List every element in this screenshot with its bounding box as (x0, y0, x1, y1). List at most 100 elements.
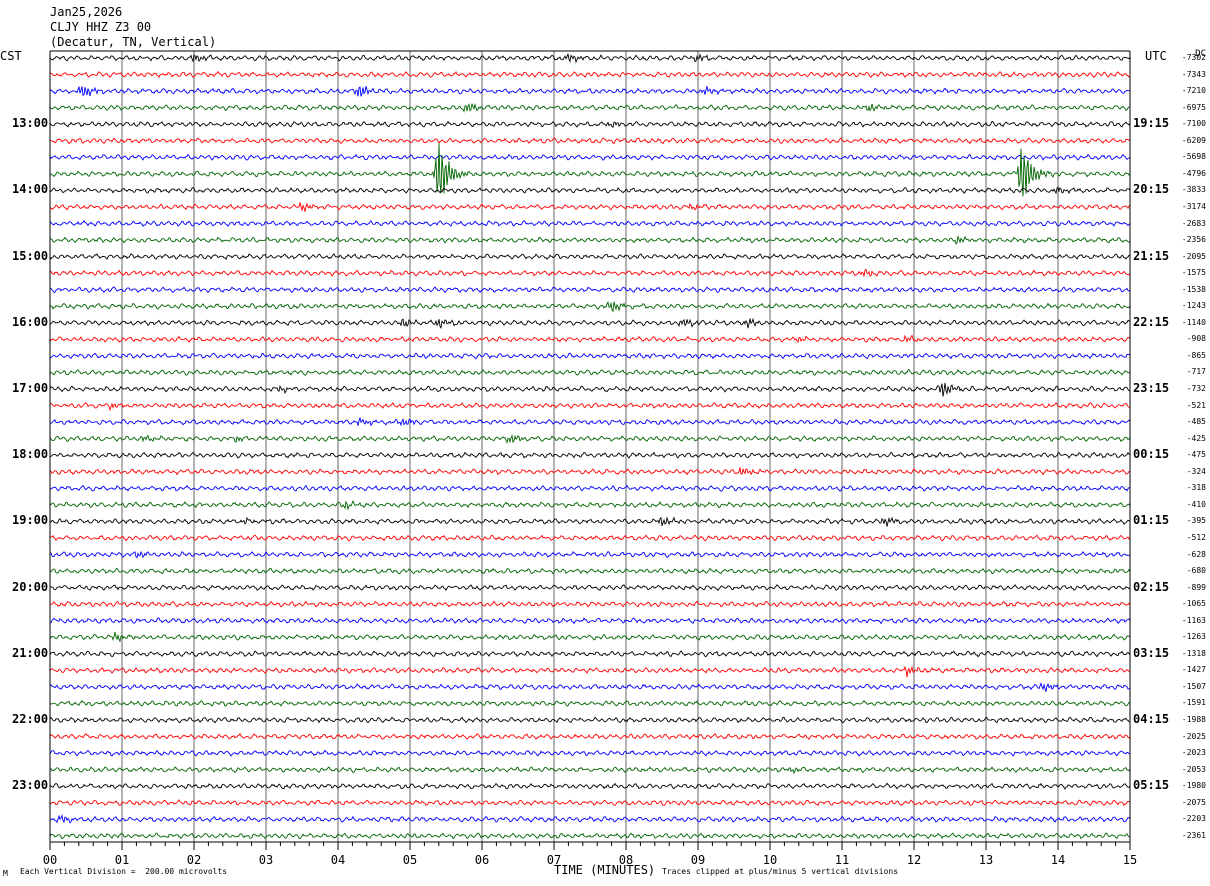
dc-offset-label: -7100 (1181, 119, 1206, 129)
dc-offset-label: -2356 (1181, 235, 1206, 245)
seismic-trace (49, 650, 1131, 658)
dc-offset-label: -2053 (1181, 764, 1206, 774)
dc-offset-label: -1163 (1181, 615, 1206, 625)
clip-note: Traces clipped at plus/minus 5 vertical … (662, 867, 899, 876)
dc-offset-label: -1140 (1181, 317, 1206, 327)
seismic-trace (49, 286, 1131, 294)
seismic-trace (49, 368, 1131, 376)
seismic-trace (49, 516, 1131, 527)
seismic-trace (49, 219, 1131, 227)
seismic-trace (49, 417, 1131, 427)
right-timezone-label: UTC (1145, 49, 1167, 63)
x-tick-label: 04 (330, 853, 346, 867)
seismic-trace (49, 499, 1131, 511)
right-hour-label: 05:15 (1133, 778, 1170, 793)
left-hour-label: 21:00 (12, 645, 49, 660)
dc-offset-label: -680 (1186, 566, 1206, 576)
seismic-trace (49, 617, 1131, 625)
left-hour-label: 23:00 (12, 778, 49, 793)
dc-offset-label: -395 (1186, 516, 1206, 526)
dc-offset-label: -865 (1186, 350, 1206, 360)
date-label: Jan25,2026 (50, 5, 123, 19)
seismic-trace (49, 235, 1131, 245)
dc-offset-label: -628 (1186, 549, 1206, 559)
right-hour-label: 19:15 (1133, 116, 1170, 131)
dc-offset-label: -410 (1186, 499, 1206, 509)
seismic-trace (49, 681, 1131, 692)
seismic-trace (49, 584, 1131, 592)
dc-offset-label: -1988 (1181, 715, 1206, 724)
dc-offset-label: -1263 (1181, 632, 1206, 642)
x-tick-label: 12 (906, 853, 922, 867)
corner-mark: M (3, 869, 8, 878)
seismic-trace (49, 352, 1131, 360)
dc-offset-label: -3833 (1181, 185, 1206, 195)
dc-offset-label: -6975 (1181, 102, 1206, 112)
dc-offset-label: -717 (1186, 367, 1206, 377)
x-tick-label: 14 (1050, 853, 1066, 867)
dc-offset-label: -7343 (1181, 69, 1206, 79)
dc-offset-label: -908 (1186, 334, 1206, 344)
dc-offset-label: -2683 (1181, 218, 1206, 228)
seismic-trace (49, 102, 1131, 113)
dc-offset-label: -732 (1186, 384, 1206, 393)
seismic-trace (49, 317, 1131, 330)
seismic-trace (49, 567, 1131, 575)
dc-offset-label: -1507 (1181, 681, 1206, 691)
x-tick-label: 07 (546, 853, 562, 867)
x-tick-label: 01 (114, 853, 130, 867)
seismic-trace (49, 143, 1131, 197)
seismic-trace (49, 451, 1131, 459)
dc-offset-label: -4796 (1181, 168, 1206, 178)
seismic-trace (49, 799, 1131, 807)
seismic-trace (49, 334, 1131, 344)
x-tick-label: 11 (834, 853, 850, 867)
channel-label: CLJY HHZ Z3 00 (50, 20, 152, 34)
dc-offset-label: -2095 (1181, 251, 1206, 261)
x-tick-label: 00 (42, 853, 58, 867)
dc-offset-label: -324 (1186, 466, 1206, 476)
dc-offset-label: -2203 (1181, 814, 1206, 824)
dc-offset-label: -1427 (1181, 665, 1206, 675)
x-tick-label: 10 (762, 853, 778, 867)
seismic-trace (49, 382, 1131, 397)
right-hour-label: 01:15 (1133, 513, 1170, 528)
right-hour-label: 22:15 (1133, 314, 1170, 329)
dc-offset-label: -1575 (1181, 268, 1206, 278)
left-hour-label: 16:00 (12, 314, 49, 329)
dc-header-label: DC (1195, 49, 1206, 59)
seismic-trace (49, 70, 1131, 79)
dc-offset-label: -1591 (1181, 698, 1206, 708)
seismic-trace (49, 699, 1131, 707)
dc-offset-label: -7210 (1181, 86, 1206, 96)
seismic-trace (49, 467, 1131, 476)
left-timezone-label: CST (0, 49, 22, 63)
dc-offset-label: -7302 (1181, 53, 1206, 62)
left-hour-label: 22:00 (12, 712, 49, 726)
left-hour-label: 15:00 (12, 248, 49, 263)
seismic-trace (49, 401, 1131, 412)
seismic-trace (49, 434, 1131, 444)
dc-offset-label: -475 (1186, 450, 1206, 460)
scale-note: Each Vertical Division = 200.00 microvol… (20, 867, 228, 876)
location-label: (Decatur, TN, Vertical) (50, 35, 217, 49)
x-tick-label: 13 (978, 853, 994, 867)
left-hour-label: 17:00 (12, 381, 49, 395)
left-hour-label: 18:00 (12, 447, 49, 462)
seismic-trace (49, 120, 1131, 128)
seismic-trace (49, 268, 1131, 277)
x-tick-label: 09 (690, 853, 706, 867)
dc-offset-label: -2025 (1181, 731, 1206, 741)
right-hour-label: 02:15 (1133, 579, 1170, 594)
seismic-trace (49, 600, 1131, 608)
dc-offset-label: -425 (1186, 433, 1206, 443)
seismic-trace (49, 202, 1131, 212)
seismic-trace (50, 550, 1131, 559)
seismic-trace (49, 484, 1131, 492)
right-hour-label: 23:15 (1133, 381, 1170, 395)
seismic-trace (49, 749, 1131, 757)
seismic-trace (49, 832, 1131, 840)
left-hour-label: 19:00 (12, 513, 49, 528)
dc-offset-label: -2361 (1181, 830, 1206, 840)
dc-offset-label: -3174 (1181, 201, 1206, 211)
